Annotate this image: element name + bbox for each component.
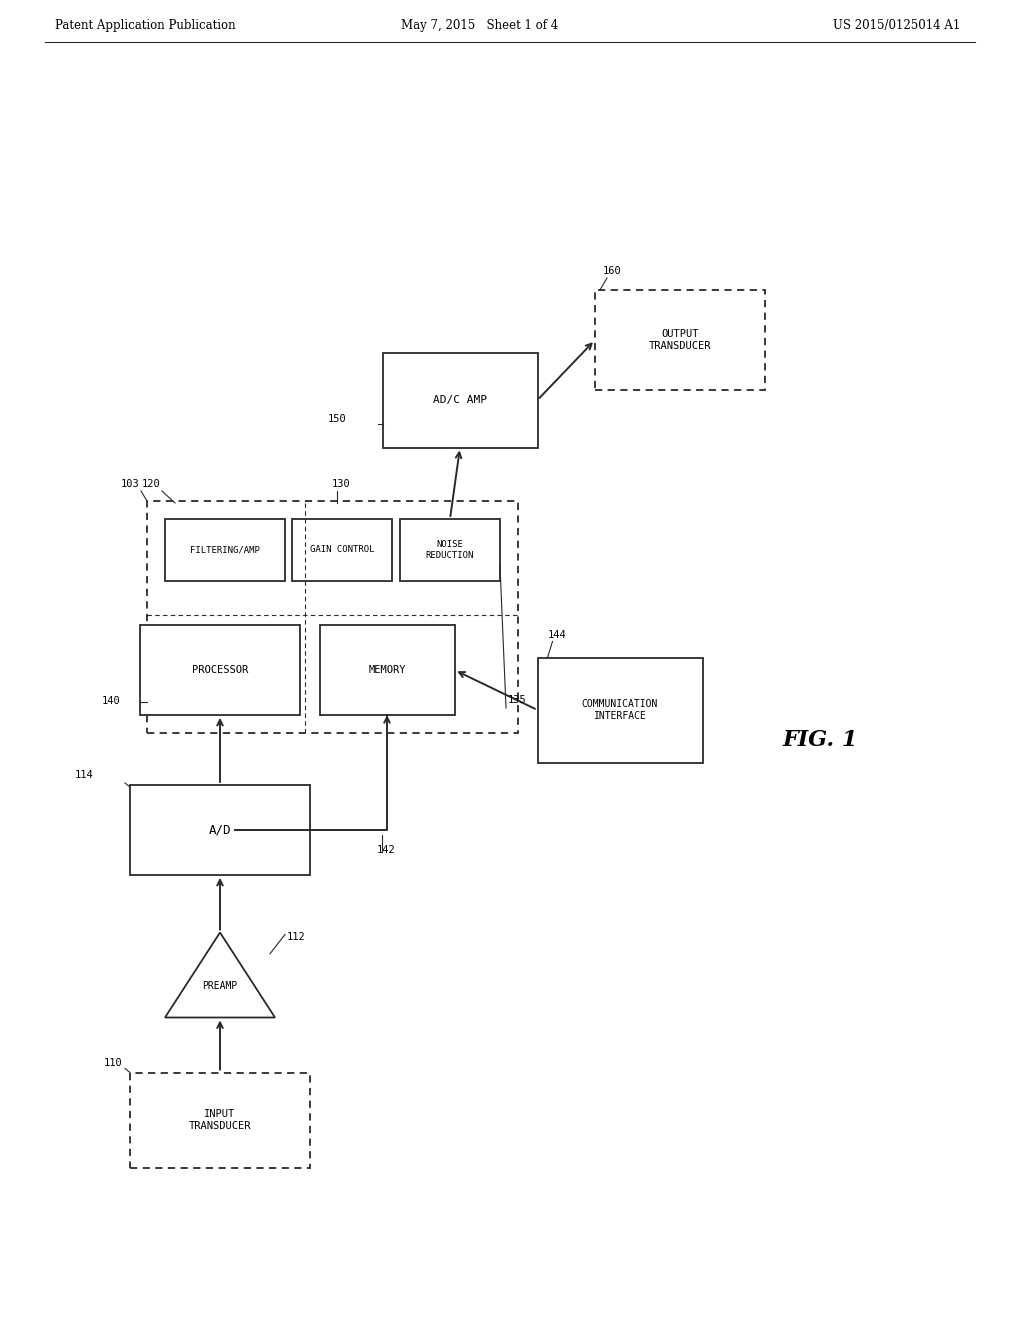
Bar: [319, 624, 454, 715]
Text: Patent Application Publication: Patent Application Publication: [55, 18, 235, 32]
Text: 150: 150: [327, 413, 345, 424]
Text: AD/C AMP: AD/C AMP: [433, 395, 486, 405]
Bar: [140, 624, 300, 715]
Text: PREAMP: PREAMP: [202, 981, 237, 990]
Text: MEMORY: MEMORY: [368, 665, 406, 675]
Text: OUTPUT
TRANSDUCER: OUTPUT TRANSDUCER: [648, 329, 710, 351]
Text: 114: 114: [75, 770, 94, 780]
Text: 130: 130: [331, 479, 351, 488]
Text: US 2015/0125014 A1: US 2015/0125014 A1: [832, 18, 959, 32]
Text: 142: 142: [377, 845, 395, 855]
Bar: [147, 502, 518, 733]
Bar: [165, 519, 284, 581]
Text: FILTERING/AMP: FILTERING/AMP: [190, 545, 260, 554]
Bar: [129, 1072, 310, 1167]
Bar: [594, 290, 764, 389]
Text: 135: 135: [507, 696, 526, 705]
Text: 160: 160: [602, 267, 622, 276]
Text: 144: 144: [547, 630, 566, 639]
Bar: [382, 352, 537, 447]
Text: A/D: A/D: [209, 824, 231, 837]
Text: 110: 110: [103, 1057, 122, 1068]
Text: NOISE
REDUCTION: NOISE REDUCTION: [425, 540, 474, 560]
Text: 103: 103: [120, 479, 139, 488]
Text: PROCESSOR: PROCESSOR: [192, 665, 248, 675]
Bar: [291, 519, 391, 581]
Text: May 7, 2015   Sheet 1 of 4: May 7, 2015 Sheet 1 of 4: [401, 18, 558, 32]
Text: GAIN CONTROL: GAIN CONTROL: [310, 545, 374, 554]
Bar: [537, 657, 702, 763]
Text: FIG. 1: FIG. 1: [782, 729, 857, 751]
Bar: [129, 785, 310, 875]
Text: 120: 120: [141, 479, 160, 488]
Text: COMMUNICATION
INTERFACE: COMMUNICATION INTERFACE: [581, 700, 657, 721]
Polygon shape: [165, 932, 275, 1018]
Text: 140: 140: [102, 697, 120, 706]
Text: INPUT
TRANSDUCER: INPUT TRANSDUCER: [189, 1109, 251, 1131]
Text: 112: 112: [286, 932, 306, 942]
Bar: [399, 519, 499, 581]
